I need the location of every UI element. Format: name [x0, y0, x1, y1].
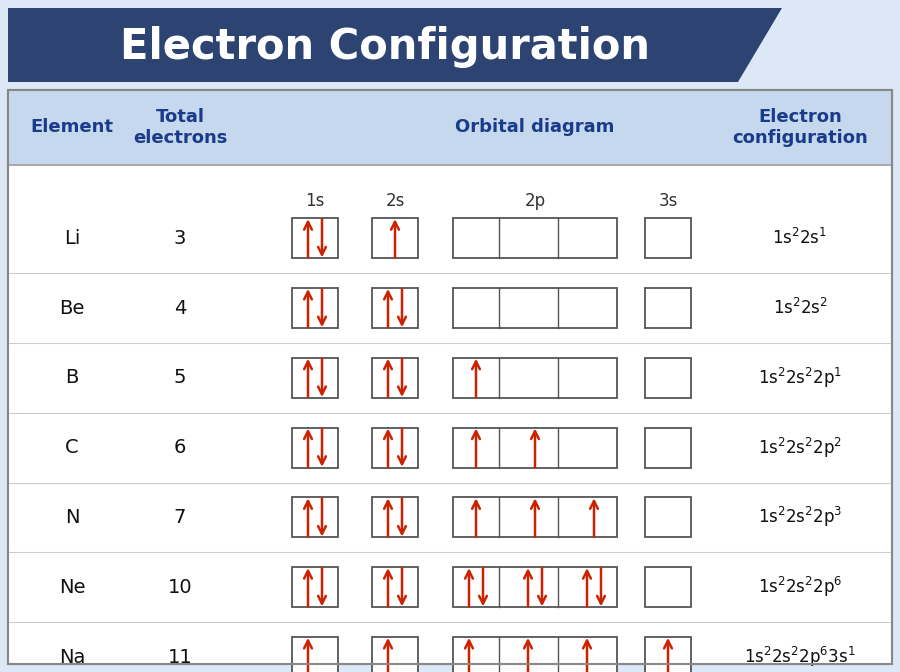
Bar	[453, 218, 617, 258]
Text: 2s: 2s	[385, 192, 405, 210]
Text: Electron
configuration: Electron configuration	[732, 108, 868, 147]
Bar	[453, 358, 617, 398]
Text: 1s$^2$2s$^2$2p$^1$: 1s$^2$2s$^2$2p$^1$	[758, 366, 842, 390]
Bar	[453, 567, 617, 607]
Bar	[453, 288, 617, 328]
Text: Element: Element	[31, 118, 113, 136]
Text: N: N	[65, 508, 79, 527]
Bar	[645, 358, 691, 398]
Bar	[292, 288, 338, 328]
Bar	[372, 288, 418, 328]
Text: 5: 5	[174, 368, 186, 387]
Text: 10: 10	[167, 578, 193, 597]
Text: 3: 3	[174, 228, 186, 248]
Text: Orbital diagram: Orbital diagram	[455, 118, 615, 136]
Text: 1s$^2$2s$^1$: 1s$^2$2s$^1$	[772, 228, 828, 249]
Bar	[453, 637, 617, 672]
Bar	[292, 637, 338, 672]
Bar	[292, 218, 338, 258]
Text: Ne: Ne	[58, 578, 86, 597]
Text: 7: 7	[174, 508, 186, 527]
Bar	[372, 427, 418, 468]
Bar	[372, 497, 418, 538]
Bar	[645, 427, 691, 468]
Text: B: B	[66, 368, 78, 387]
Bar	[645, 218, 691, 258]
Text: Electron Configuration: Electron Configuration	[120, 26, 650, 68]
Text: 2p: 2p	[525, 192, 545, 210]
Text: 1s$^2$2s$^2$2p$^3$: 1s$^2$2s$^2$2p$^3$	[758, 505, 842, 530]
Text: Total
electrons: Total electrons	[133, 108, 227, 147]
Bar	[372, 358, 418, 398]
Bar	[8, 90, 892, 664]
Text: 1s$^2$2s$^2$2p$^6$: 1s$^2$2s$^2$2p$^6$	[758, 575, 842, 599]
Polygon shape	[8, 8, 782, 82]
Bar	[292, 427, 338, 468]
Text: Be: Be	[59, 298, 85, 318]
Bar	[453, 497, 617, 538]
Text: 4: 4	[174, 298, 186, 318]
Text: C: C	[65, 438, 79, 457]
Bar	[8, 90, 892, 664]
Bar	[453, 427, 617, 468]
Text: 6: 6	[174, 438, 186, 457]
Bar	[292, 567, 338, 607]
Bar	[372, 567, 418, 607]
Text: 11: 11	[167, 648, 193, 667]
Bar	[372, 218, 418, 258]
Bar	[8, 90, 892, 165]
Bar	[645, 567, 691, 607]
Text: 1s$^2$2s$^2$2p$^2$: 1s$^2$2s$^2$2p$^2$	[758, 435, 842, 460]
Text: 1s: 1s	[305, 192, 325, 210]
Bar	[372, 637, 418, 672]
Bar	[292, 497, 338, 538]
Text: Na: Na	[58, 648, 86, 667]
Bar	[292, 358, 338, 398]
Text: Li: Li	[64, 228, 80, 248]
Bar	[8, 165, 892, 664]
Text: 3s: 3s	[658, 192, 678, 210]
Bar	[645, 637, 691, 672]
Text: 1s$^2$2s$^2$: 1s$^2$2s$^2$	[772, 298, 827, 318]
Bar	[645, 288, 691, 328]
Bar	[645, 497, 691, 538]
Text: 1s$^2$2s$^2$2p$^6$3s$^1$: 1s$^2$2s$^2$2p$^6$3s$^1$	[744, 645, 856, 669]
